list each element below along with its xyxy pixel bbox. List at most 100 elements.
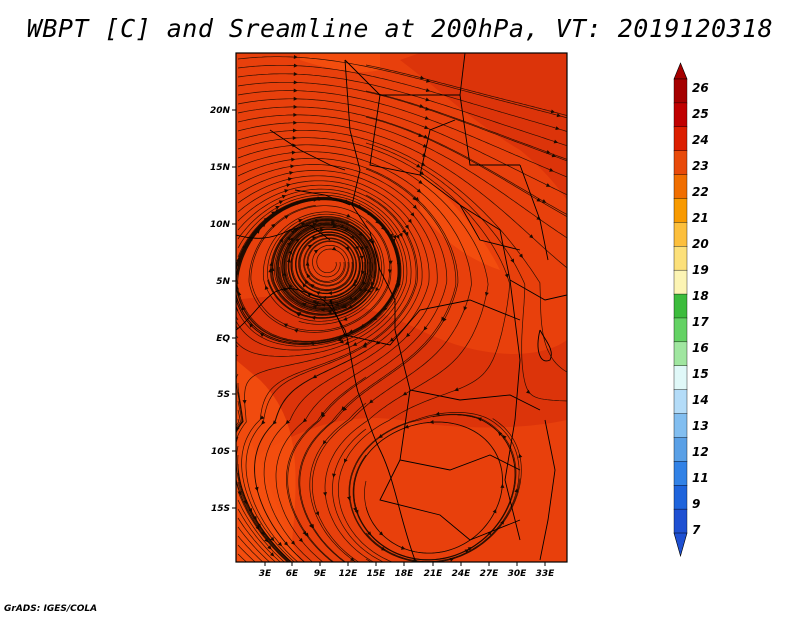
streamline-arrow [293, 328, 299, 333]
streamline-arrow [423, 326, 428, 331]
streamline-arrow [383, 306, 388, 311]
country-border [539, 419, 556, 561]
streamline-arrow [291, 157, 296, 162]
colorbar: 26 25 24 23 22 21 20 19 18 17 16 15 14 13 12 11 9 7 [673, 62, 709, 558]
streamline-arrow [529, 234, 534, 239]
colorbar-bin [673, 437, 688, 462]
streamline-arrow [302, 418, 308, 423]
streamline [237, 481, 291, 562]
country-border [379, 459, 521, 541]
streamline [236, 315, 239, 321]
streamline [237, 170, 438, 562]
country-border [236, 224, 331, 241]
country-border [369, 94, 521, 251]
streamline-arrow [339, 339, 344, 344]
colorbar-bin [673, 222, 688, 247]
streamline-arrow [504, 273, 509, 279]
streamline-arrow [296, 313, 301, 317]
streamline-arrow [309, 341, 314, 346]
colorbar-bin [673, 102, 688, 128]
streamline [236, 334, 239, 339]
colorbar-bottom-arrow [673, 532, 688, 558]
streamline-arrow [402, 391, 408, 396]
streamline-arrow [514, 488, 519, 493]
streamline-arrow [369, 399, 374, 404]
streamline-arrow [277, 541, 282, 547]
x-tick-label: 33E [536, 569, 556, 579]
streamline-arrow [419, 171, 425, 175]
streamline-arrow [555, 126, 560, 131]
streamline-arrow [292, 143, 297, 148]
map-panel[interactable] [231, 52, 572, 568]
chart-title: WBPT [C] and Sreamline at 200hPa, VT: 20… [26, 14, 774, 43]
streamline-arrow [549, 167, 554, 172]
streamline-arrow [553, 139, 559, 144]
streamline-arrow [367, 288, 372, 294]
streamline [278, 220, 375, 310]
streamline-arrow [320, 411, 325, 416]
streamline [237, 184, 417, 562]
streamline-arrow [412, 196, 417, 201]
streamline-arrow [292, 136, 297, 141]
colorbar-bin [673, 413, 688, 438]
country-border [399, 389, 521, 471]
colorbar-label: 19 [692, 263, 709, 277]
colorbar-label: 18 [692, 289, 709, 303]
streamline-arrow [477, 417, 482, 422]
streamline-arrow [425, 88, 431, 93]
streamline-arrow [346, 213, 351, 218]
streamline-arrow [400, 545, 406, 550]
streamline-arrow [424, 116, 430, 120]
colorbar-bin [673, 293, 688, 319]
streamline [236, 188, 412, 562]
country-border [294, 189, 351, 206]
streamline-arrow [254, 486, 259, 492]
streamline-arrow [395, 234, 400, 240]
streamline-arrow [306, 273, 311, 278]
streamline-arrow [264, 538, 269, 543]
streamline-arrow [293, 88, 298, 93]
streamline-arrow [293, 228, 298, 233]
streamline [236, 344, 239, 348]
x-tick-label: 18E [395, 569, 415, 579]
streamline-arrow [412, 204, 417, 210]
streamline-arrow [260, 530, 265, 536]
country-border [344, 59, 396, 330]
colorbar-label: 20 [692, 237, 709, 251]
x-tick-label: 24E [452, 569, 472, 579]
streamline-arrow [420, 75, 425, 80]
streamline-arrow [288, 283, 293, 289]
streamline-arrow [278, 200, 284, 205]
streamlines [236, 55, 567, 562]
streamline [237, 490, 288, 562]
streamline-arrow [500, 483, 505, 488]
streamline-arrow [270, 536, 275, 542]
streamline [268, 216, 379, 318]
streamline-arrow [293, 63, 298, 68]
colorbar-label: 16 [692, 341, 709, 355]
streamline-arrow [293, 96, 298, 101]
colorbar-bin [673, 389, 688, 415]
streamline-arrow [320, 228, 325, 233]
streamline-arrow [416, 188, 422, 193]
streamline-arrow [308, 523, 313, 529]
colorbar-label: 13 [692, 419, 709, 433]
streamline-arrow [363, 245, 368, 251]
streamline [262, 211, 385, 325]
colorbar-bin [673, 198, 688, 223]
streamline [236, 418, 239, 427]
streamline-arrow [293, 112, 298, 117]
streamline-arrow [293, 80, 298, 85]
streamline-arrow [406, 332, 411, 338]
streamline-arrow [236, 257, 241, 262]
colorbar-label: 12 [692, 445, 709, 459]
streamline-arrow [241, 306, 246, 311]
streamline [236, 445, 292, 562]
country-border [236, 288, 416, 561]
streamline-arrow [419, 104, 424, 108]
streamline-arrow [292, 128, 297, 133]
streamline-arrow [300, 222, 306, 227]
streamline-arrow [425, 97, 430, 102]
country-borders [236, 53, 567, 561]
streamline [348, 412, 522, 562]
